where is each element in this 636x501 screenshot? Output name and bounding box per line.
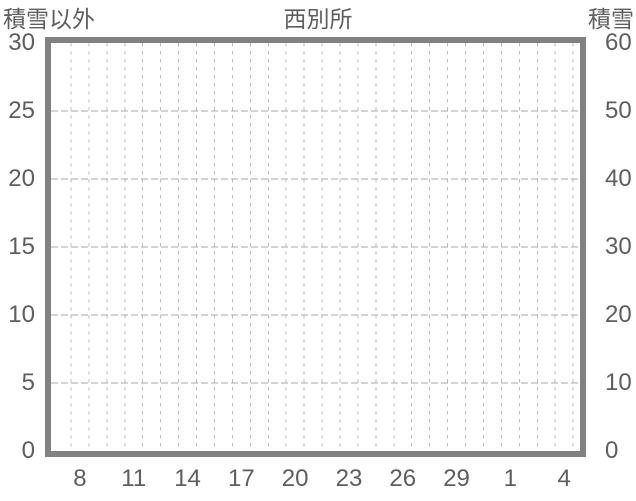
x-tick: 8 — [73, 465, 87, 492]
right-axis-ticks: 0 10 20 30 40 50 60 — [605, 0, 636, 501]
y-tick-left: 25 — [8, 97, 35, 124]
y-tick-right: 50 — [605, 97, 632, 124]
y-tick-right: 30 — [605, 233, 632, 260]
y-tick-right: 20 — [605, 301, 632, 328]
plot-area — [45, 37, 586, 457]
x-tick: 26 — [389, 465, 417, 492]
y-tick-right: 40 — [605, 165, 632, 192]
y-tick-left: 5 — [21, 369, 35, 396]
gridlines — [51, 43, 580, 451]
y-tick-left: 20 — [8, 165, 35, 192]
chart-title: 西別所 — [283, 6, 353, 32]
y-tick-left: 30 — [8, 29, 35, 56]
x-tick: 4 — [557, 465, 571, 492]
left-axis-title: 積雪以外 — [3, 6, 95, 32]
x-tick: 29 — [443, 465, 470, 492]
y-tick-right: 10 — [605, 369, 632, 396]
x-tick: 1 — [503, 465, 518, 492]
x-tick: 17 — [228, 465, 255, 492]
left-axis-ticks: 0 5 10 15 20 25 30 — [0, 0, 35, 501]
x-tick: 20 — [281, 465, 309, 492]
y-tick-left: 15 — [8, 233, 35, 260]
x-tick: 23 — [335, 465, 363, 492]
x-tick: 14 — [174, 465, 201, 492]
y-tick-left: 10 — [8, 301, 35, 328]
right-axis-title: 積雪 — [588, 6, 634, 32]
x-tick: 11 — [121, 465, 147, 492]
y-tick-right: 0 — [605, 437, 619, 464]
y-tick-left: 0 — [21, 437, 35, 464]
y-tick-right: 60 — [605, 29, 632, 56]
